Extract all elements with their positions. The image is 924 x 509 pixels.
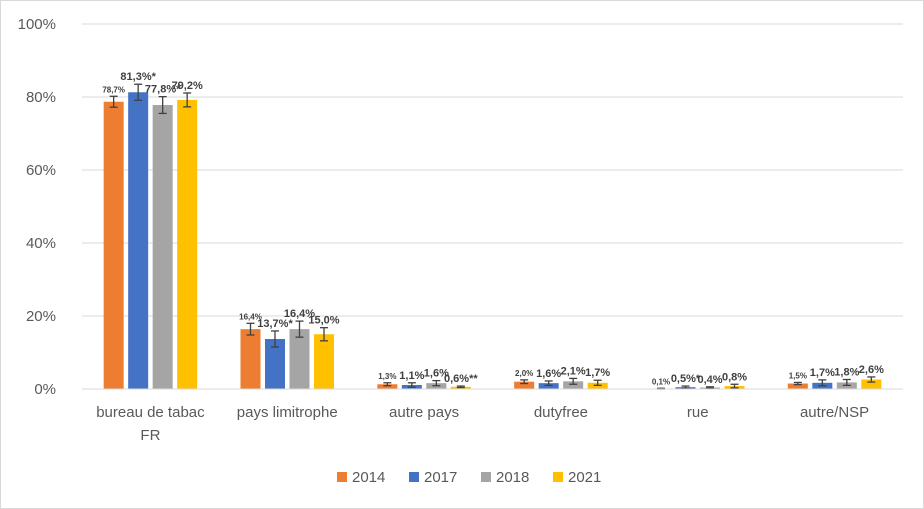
data-label: 1,1% <box>399 370 424 382</box>
bar-2014-2 <box>377 384 398 389</box>
data-label: 0,8% <box>722 371 747 383</box>
legend-label: 2014 <box>352 469 385 486</box>
gridlines <box>82 23 903 317</box>
bar-2018-1 <box>289 329 310 389</box>
legend-swatch-2014 <box>337 472 347 482</box>
bar-2018-3 <box>563 381 584 389</box>
x-tick-label: FR <box>140 427 160 444</box>
y-tick-label: 20% <box>26 308 56 325</box>
y-tick-label: 100% <box>18 16 56 33</box>
bar-2014-3 <box>514 381 535 389</box>
x-tick-label: bureau de tabac <box>96 404 205 421</box>
x-tick-label: pays limitrophe <box>237 404 338 421</box>
bars: 78,7%81,3%*77,8%*79,2%16,4%13,7%*16,4%15… <box>102 71 884 390</box>
x-axis: bureau de tabac FR pays limitrophe autre pa… <box>82 388 903 444</box>
x-tick-label: autre/NSP <box>800 404 869 421</box>
data-label: 1,7% <box>585 367 610 379</box>
data-label: 78,7% <box>102 85 125 94</box>
bar-2017-1 <box>265 338 285 389</box>
data-label: 0,6%** <box>444 373 478 385</box>
x-tick-label: autre pays <box>389 404 459 421</box>
legend-label: 2021 <box>568 469 601 486</box>
legend-swatch-2017 <box>409 472 419 482</box>
bar-2014-5 <box>787 383 808 389</box>
bar-2018-0 <box>152 105 173 389</box>
data-label: 2,6% <box>859 364 884 376</box>
y-tick-label: 0% <box>34 381 56 398</box>
data-label: 0,5%* <box>671 373 701 385</box>
data-label: 1,7% <box>810 367 835 379</box>
data-label: 1,3% <box>378 372 396 381</box>
bar-2021-0 <box>177 99 198 390</box>
data-label: 81,3%* <box>120 71 156 83</box>
legend-label: 2018 <box>496 469 529 486</box>
legend: 2014 2017 2018 2021 <box>337 469 601 486</box>
data-label: 16,4% <box>239 312 262 321</box>
bar-2014-0 <box>103 101 124 390</box>
data-label: 0,1% <box>652 377 670 386</box>
legend-label: 2017 <box>424 469 457 486</box>
x-tick-label: dutyfree <box>534 404 588 421</box>
bar-2021-5 <box>861 379 882 389</box>
bar-2021-1 <box>314 334 334 389</box>
y-axis: 0% 20% 40% 60% 80% 100% <box>18 16 56 398</box>
data-label: 1,6% <box>536 368 561 380</box>
data-label: 77,8%* <box>145 84 181 96</box>
bar-2017-0 <box>128 92 149 389</box>
legend-swatch-2021 <box>553 472 563 482</box>
data-label: 15,0% <box>308 315 339 327</box>
data-label: 0,4% <box>697 374 722 386</box>
x-tick-label: rue <box>687 404 709 421</box>
data-label: 1,8% <box>834 367 859 379</box>
data-label: 1,6% <box>424 368 449 380</box>
y-tick-label: 80% <box>26 89 56 106</box>
data-label: 79,2% <box>172 80 203 92</box>
legend-swatch-2018 <box>481 472 491 482</box>
data-label: 16,4% <box>284 308 315 320</box>
y-tick-label: 40% <box>26 235 56 252</box>
bar-2017-3 <box>538 383 559 389</box>
data-label: 13,7%* <box>257 318 293 330</box>
data-label: 2,1% <box>561 365 586 377</box>
y-tick-label: 60% <box>26 162 56 179</box>
bar-2014-1 <box>240 329 261 389</box>
data-label: 1,5% <box>789 371 807 380</box>
data-label: 2,0% <box>515 369 533 378</box>
